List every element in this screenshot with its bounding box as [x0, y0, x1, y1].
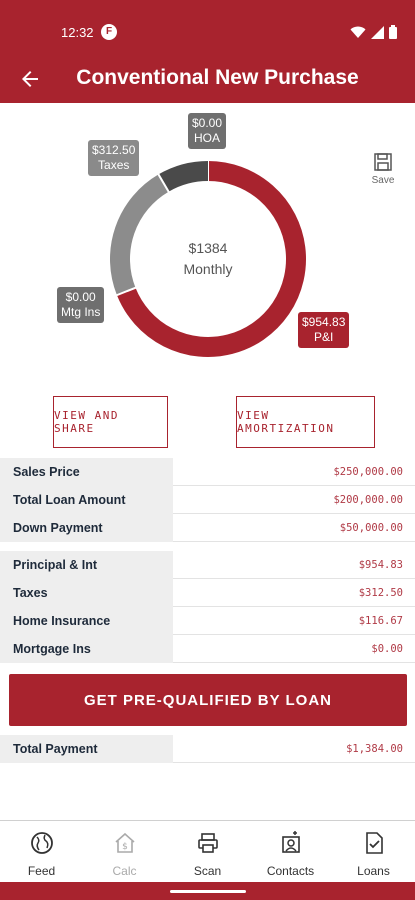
center-label: Monthly [183, 261, 232, 277]
nav-item-scan[interactable]: Scan [166, 821, 249, 882]
row-value: $954.83 [358, 559, 403, 571]
pi-slice [116, 161, 306, 357]
save-label: Save [371, 175, 395, 186]
home-dollar-icon: $ [114, 832, 135, 853]
taxes-slice [110, 174, 169, 296]
battery-icon [389, 25, 397, 39]
row-value: $312.50 [358, 587, 403, 599]
table-row: Down Payment $50,000.00 [0, 514, 415, 542]
table-row: Sales Price $250,000.00 [0, 458, 415, 486]
nav-item-feed[interactable]: Feed [0, 821, 83, 882]
back-arrow-icon[interactable] [18, 63, 42, 98]
taxes-amount: $312.50 [92, 143, 136, 157]
row-label: Mortgage Ins [0, 635, 173, 663]
nav-label: Contacts [266, 864, 315, 878]
mtg-ins-amount: $0.00 [65, 290, 96, 304]
system-icons [350, 25, 397, 39]
home-indicator[interactable] [170, 890, 246, 893]
row-label: Sales Price [0, 458, 173, 486]
taxes-label: $312.50 Taxes [88, 140, 140, 176]
status-bar: 12:32 F [0, 0, 415, 55]
taxes-name: Taxes [98, 158, 130, 172]
home-insurance-slice [158, 161, 209, 192]
carrier-icon: F [101, 24, 117, 40]
slice-separator [157, 173, 170, 194]
row-label: Home Insurance [0, 607, 173, 635]
pi-name: P&I [314, 330, 334, 344]
wifi-icon [350, 26, 366, 38]
pi-label: $954.83 P&I [298, 312, 350, 348]
row-label: Taxes [0, 579, 173, 607]
row-label: Principal & Int [0, 551, 173, 579]
row-value: $116.67 [358, 615, 403, 627]
payment-breakdown-table: Principal & Int $954.83 Taxes $312.50 Ho… [0, 551, 415, 663]
status-time: 12:32 [61, 25, 94, 40]
table-row: Total Loan Amount $200,000.00 [0, 486, 415, 514]
nav-item-contacts[interactable]: Contacts [249, 821, 332, 882]
get-pre-qualified-button[interactable]: GET PRE-QUALIFIED BY LOAN [9, 674, 407, 726]
row-value: $250,000.00 [333, 466, 403, 478]
mtg-ins-name: Mtg Ins [61, 305, 101, 319]
total-payment-table: Total Payment $1,384.00 [0, 735, 415, 763]
signal-icon [371, 25, 384, 39]
save-button[interactable]: Save [368, 152, 398, 186]
view-amortization-button[interactable]: VIEW AMORTIZATION [236, 396, 375, 448]
row-value: $1,384.00 [346, 743, 403, 755]
payment-donut-chart: $1384 Monthly $312.50 Taxes $0.00 HOA $0.… [0, 103, 415, 383]
table-row: Principal & Int $954.83 [0, 551, 415, 579]
loan-summary-table: Sales Price $250,000.00 Total Loan Amoun… [0, 458, 415, 542]
svg-text:$: $ [122, 842, 128, 852]
table-row: Home Insurance $116.67 [0, 607, 415, 635]
contacts-icon [281, 831, 300, 853]
table-row: Mortgage Ins $0.00 [0, 635, 415, 663]
hoa-amount: $0.00 [192, 116, 223, 130]
hoa-label: $0.00 HOA [188, 113, 227, 149]
nav-item-calc[interactable]: $ Calc [83, 821, 166, 882]
table-row: Total Payment $1,384.00 [0, 735, 415, 763]
printer-icon [197, 833, 218, 853]
row-label: Total Loan Amount [0, 486, 173, 514]
nav-label: Feed [27, 864, 56, 878]
globe-icon [30, 832, 53, 854]
pi-amount: $954.83 [302, 315, 346, 329]
row-label: Down Payment [0, 514, 173, 542]
app-bar: Conventional New Purchase [0, 55, 415, 103]
nav-item-loans[interactable]: Loans [332, 821, 415, 882]
nav-label: Calc [112, 864, 137, 878]
center-amount: $1384 [189, 240, 228, 256]
donut-svg: $1384 Monthly [110, 160, 306, 357]
page-title: Conventional New Purchase [76, 66, 359, 89]
view-and-share-button[interactable]: VIEW AND SHARE [53, 396, 168, 448]
document-check-icon [365, 832, 383, 854]
row-label: Total Payment [0, 735, 173, 763]
row-value: $200,000.00 [333, 494, 403, 506]
bottom-navigation: Feed $ Calc Scan Contacts Loans [0, 820, 415, 882]
gesture-bar [0, 882, 415, 900]
save-icon [374, 153, 392, 171]
nav-label: Loans [357, 864, 390, 878]
slice-separator [115, 286, 137, 297]
nav-label: Scan [193, 864, 222, 878]
mtg-ins-label: $0.00 Mtg Ins [57, 287, 105, 323]
table-row: Taxes $312.50 [0, 579, 415, 607]
row-value: $50,000.00 [339, 522, 403, 534]
row-value: $0.00 [371, 643, 403, 655]
hoa-name: HOA [194, 131, 221, 145]
